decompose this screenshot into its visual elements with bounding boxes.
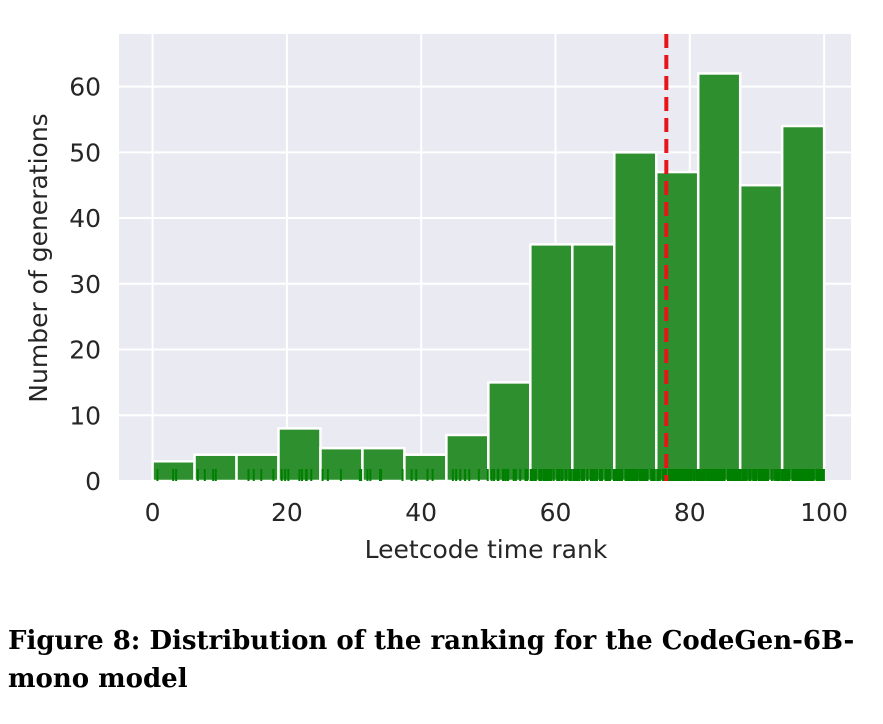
y-tick-label: 10 [69, 401, 101, 430]
histogram-bar [529, 243, 574, 483]
histogram-bar [654, 170, 700, 483]
x-tick-label: 0 [145, 498, 161, 527]
histogram-bar [487, 381, 532, 483]
histogram-bar [235, 453, 280, 483]
y-tick-labels: 0 10 20 30 40 50 60 [69, 73, 101, 496]
y-axis-label: Number of generations [24, 113, 53, 402]
x-tick-label: 80 [674, 498, 706, 527]
histogram-bar [361, 446, 406, 483]
histogram-bar [780, 124, 826, 483]
y-tick-label: 0 [85, 467, 101, 496]
histogram-bar [613, 151, 658, 483]
rug-marks [156, 469, 825, 481]
y-tick-label: 30 [69, 270, 101, 299]
x-tick-label: 60 [540, 498, 572, 527]
figure-caption: Figure 8: Distribution of the ranking fo… [8, 626, 855, 694]
x-tick-label: 100 [800, 498, 848, 527]
histogram-chart: 0 20 40 60 80 100 0 10 20 30 40 50 60 Leetcode time… [24, 34, 851, 564]
y-tick-label: 20 [69, 336, 101, 365]
histogram-bar [738, 183, 784, 483]
histogram-bar [696, 72, 742, 483]
x-tick-labels: 0 20 40 60 80 100 [145, 498, 848, 527]
histogram-bars [151, 72, 826, 483]
y-tick-label: 60 [69, 73, 101, 102]
histogram-bar [403, 453, 448, 483]
x-axis-label: Leetcode time rank [365, 535, 608, 564]
y-tick-label: 50 [69, 138, 101, 167]
x-tick-label: 20 [271, 498, 303, 527]
histogram-bar [571, 243, 616, 483]
y-tick-label: 40 [69, 204, 101, 233]
x-tick-label: 40 [405, 498, 437, 527]
